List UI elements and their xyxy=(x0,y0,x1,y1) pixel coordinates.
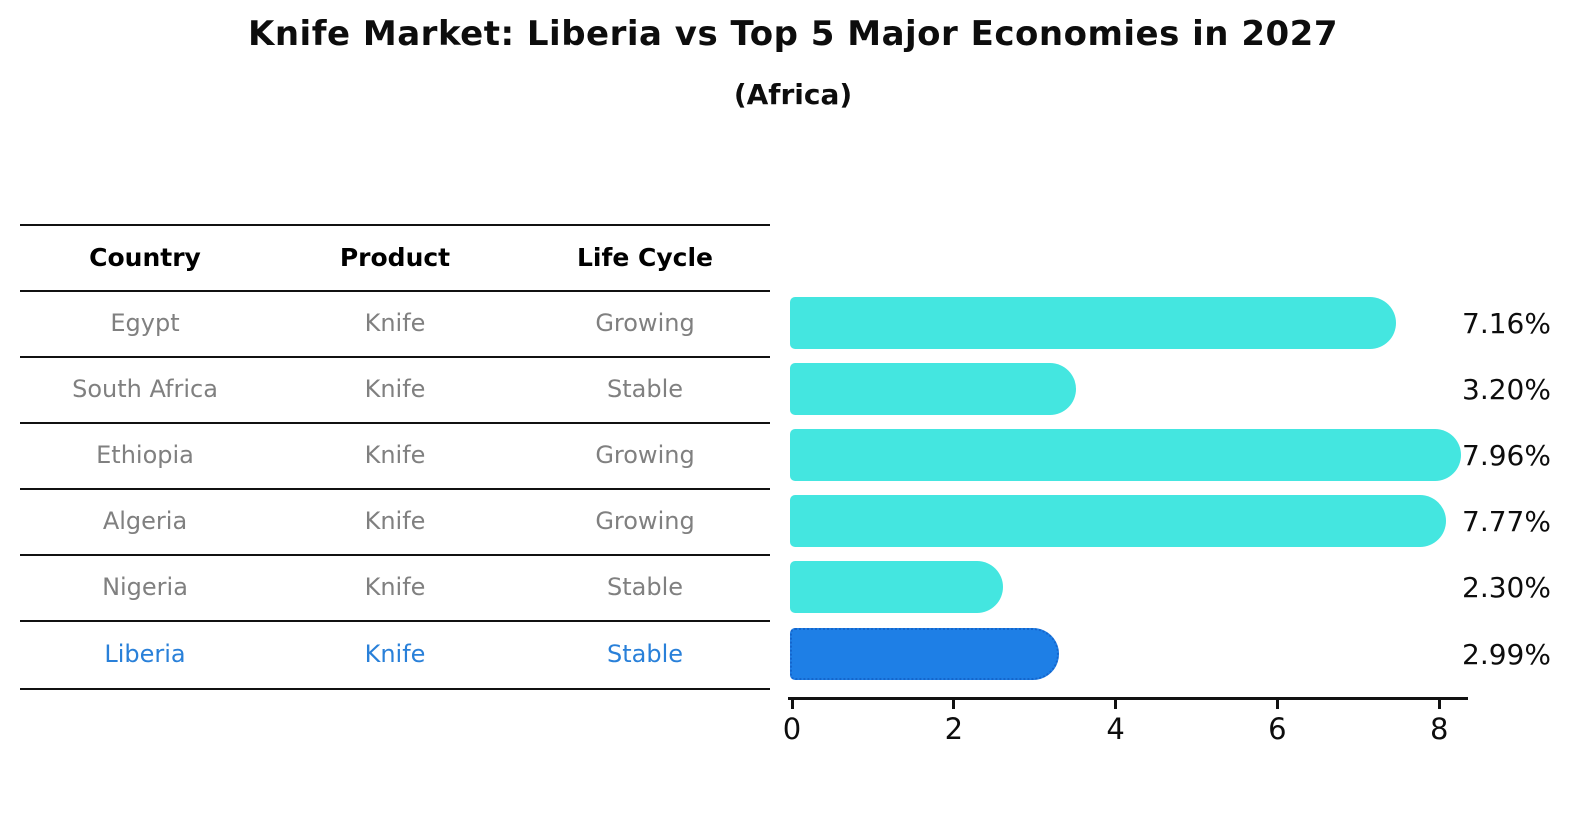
bar-value-label: 2.99% xyxy=(1462,637,1551,671)
cell-product: Knife xyxy=(364,375,426,403)
x-tick-label: 6 xyxy=(1268,712,1287,746)
table-rule xyxy=(20,290,770,292)
bar-value-label: 7.16% xyxy=(1462,306,1551,340)
cell-product: Knife xyxy=(364,640,426,668)
table-header-country: Country xyxy=(89,242,201,272)
x-tick-label: 2 xyxy=(944,712,964,746)
x-tick-label: 8 xyxy=(1429,712,1449,746)
cell-product: Knife xyxy=(364,573,426,601)
x-tick xyxy=(1275,697,1279,709)
table-rule xyxy=(20,224,770,226)
table-rule xyxy=(20,688,770,690)
table-header-lifecycle: Life Cycle xyxy=(576,242,714,272)
cell-product: Knife xyxy=(364,309,426,337)
bar xyxy=(790,297,1396,349)
chart-title: Knife Market: Liberia vs Top 5 Major Eco… xyxy=(248,14,1338,54)
cell-country: Liberia xyxy=(104,640,186,668)
table-row: Liberia Knife Stable xyxy=(20,620,770,688)
table-row: Nigeria Knife Stable xyxy=(20,554,770,620)
x-tick-label: 0 xyxy=(782,712,802,746)
cell-product: Knife xyxy=(364,441,426,469)
cell-life_cycle: Growing xyxy=(595,441,695,469)
x-tick xyxy=(1437,697,1441,709)
cell-life_cycle: Stable xyxy=(606,375,684,403)
table-header-row: Country Product Life Cycle xyxy=(20,224,770,290)
cell-life_cycle: Stable xyxy=(606,573,684,601)
x-tick xyxy=(952,697,956,709)
bar-value-label: 2.30% xyxy=(1462,570,1551,604)
x-axis xyxy=(788,697,1468,700)
table-rule xyxy=(20,488,770,490)
bar xyxy=(790,561,1003,613)
cell-country: Ethiopia xyxy=(96,441,194,469)
bar xyxy=(790,495,1446,547)
cell-country: Nigeria xyxy=(102,573,188,601)
cell-life_cycle: Growing xyxy=(595,309,695,337)
cell-product: Knife xyxy=(364,507,426,535)
table-row: Algeria Knife Growing xyxy=(20,488,770,554)
x-tick xyxy=(790,697,794,709)
bar xyxy=(790,363,1076,415)
x-tick-label: 4 xyxy=(1106,712,1125,746)
chart-subtitle: (Africa) xyxy=(733,78,853,111)
cell-life_cycle: Growing xyxy=(595,507,695,535)
cell-country: Algeria xyxy=(102,507,188,535)
table-rule xyxy=(20,356,770,358)
table-row: South Africa Knife Stable xyxy=(20,356,770,422)
table-row: Ethiopia Knife Growing xyxy=(20,422,770,488)
bar xyxy=(790,429,1461,481)
table-header-product: Product xyxy=(339,242,451,272)
table-row: Egypt Knife Growing xyxy=(20,290,770,356)
bar-value-label: 7.96% xyxy=(1462,438,1551,472)
bar-value-label: 3.20% xyxy=(1462,372,1551,406)
cell-country: Egypt xyxy=(110,309,180,337)
bar-value-label: 7.77% xyxy=(1462,504,1551,538)
cell-life_cycle: Stable xyxy=(606,640,684,668)
table-rule xyxy=(20,620,770,622)
cell-country: South Africa xyxy=(72,375,218,403)
table-rule xyxy=(20,554,770,556)
bar-highlight xyxy=(790,628,1059,680)
x-tick xyxy=(1114,697,1118,709)
table-rule xyxy=(20,422,770,424)
